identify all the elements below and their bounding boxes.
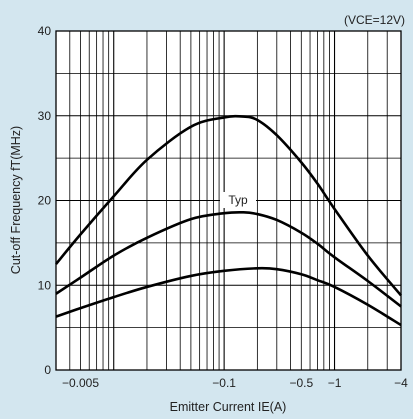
x-tick-label: −0.1 [212,376,236,390]
y-tick-labels: 0 10 20 30 40 [38,24,52,377]
x-tick-labels: −0.005 −0.1 −0.5 −1 −4 [62,376,408,390]
y-tick-label: 10 [38,278,52,292]
curves [54,114,402,327]
series-line-2 [55,210,402,308]
y-tick-label: 20 [38,194,52,208]
y-tick-label: 40 [38,24,52,38]
grid [56,31,401,370]
typ-annotation: Typ [228,193,248,207]
y-axis-label: Cut-off Frequency fT(MHz) [9,126,23,274]
series-line-3 [55,266,402,327]
x-axis-label: Emitter Current IE(A) [170,400,287,414]
x-tick-label: −0.5 [289,376,313,390]
typ-label-background [220,192,256,208]
x-tick-label: −4 [394,376,408,390]
y-tick-label: 30 [38,109,52,123]
y-tick-label: 0 [44,363,51,377]
x-tick-label: −0.005 [62,376,99,390]
series-line-1 [54,114,402,297]
x-tick-label: −1 [328,376,342,390]
condition-label: (VCE=12V) [344,13,405,27]
